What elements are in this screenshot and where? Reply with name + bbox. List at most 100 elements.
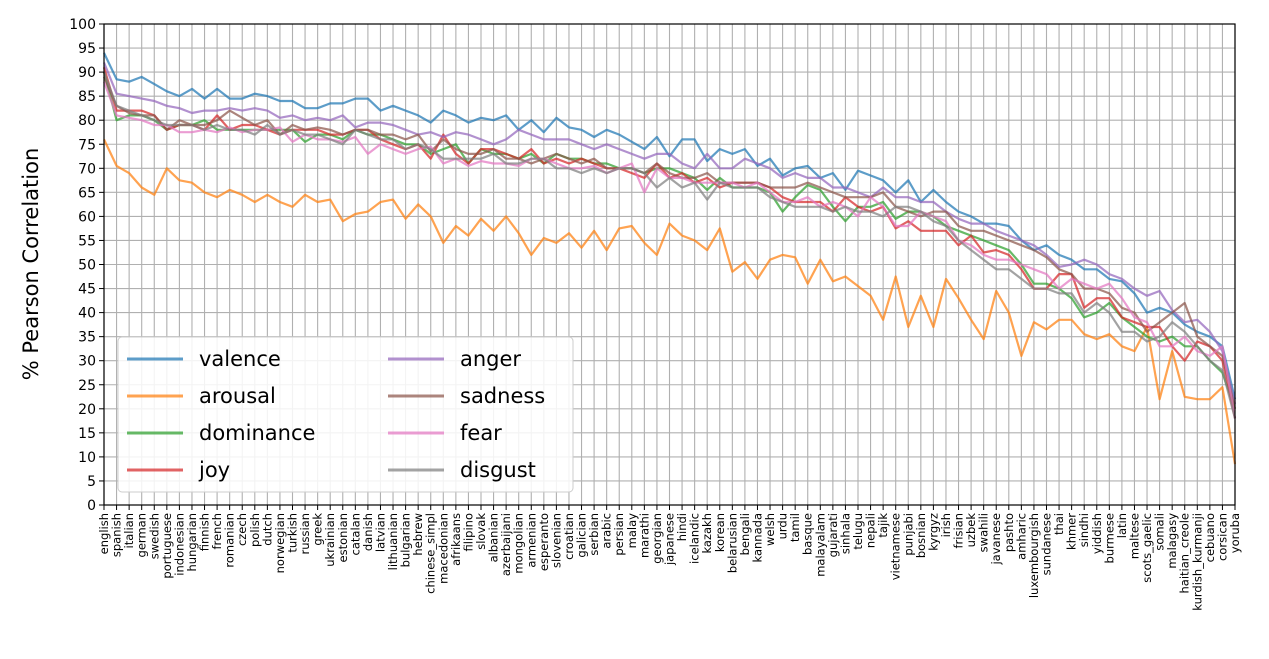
y-tick-label: 15 bbox=[78, 426, 96, 442]
x-tick-label: khmer bbox=[1065, 513, 1079, 550]
x-tick-label: javanese bbox=[989, 513, 1003, 566]
y-tick-label: 95 bbox=[78, 41, 96, 57]
x-tick-label: urdu bbox=[776, 513, 790, 539]
x-tick-label: serbian bbox=[587, 513, 601, 556]
x-tick-label: kannada bbox=[751, 513, 765, 562]
y-tick-label: 35 bbox=[78, 330, 96, 346]
x-tick-label: tamil bbox=[788, 513, 802, 542]
x-tick-label: english bbox=[97, 513, 111, 554]
y-tick-label: 40 bbox=[78, 306, 96, 322]
x-tick-label: greek bbox=[311, 513, 325, 546]
x-tick-label: malayalam bbox=[813, 513, 827, 577]
x-tick-label: malay bbox=[625, 513, 639, 548]
y-tick-label: 30 bbox=[78, 354, 96, 370]
legend-label-joy: joy bbox=[198, 458, 230, 482]
x-tick-label: latin bbox=[1115, 513, 1129, 538]
x-tick-label: kyrgyz bbox=[926, 513, 940, 551]
legend-label-fear: fear bbox=[460, 421, 502, 445]
series-line-arousal bbox=[103, 138, 1237, 465]
x-tick-label: french bbox=[210, 513, 224, 550]
x-tick-label: armenian bbox=[524, 513, 538, 568]
x-axis-ticks: englishspanishitaliangermanswedishportug… bbox=[97, 505, 1242, 611]
y-tick-label: 65 bbox=[78, 185, 96, 201]
x-tick-label: amharic bbox=[1014, 513, 1028, 560]
x-tick-label: pashto bbox=[1002, 513, 1016, 552]
x-tick-label: cebuano bbox=[1203, 513, 1217, 562]
legend-label-disgust: disgust bbox=[460, 458, 536, 482]
y-axis-ticks: 0 5 10 15 20 25 30 35 40 45 50 55 60 65 70 75 80 85 90 95 10… bbox=[69, 17, 104, 514]
x-tick-label: czech bbox=[235, 513, 249, 546]
x-tick-label: chinese_simpl bbox=[424, 513, 438, 594]
x-tick-label: catalan bbox=[348, 513, 362, 555]
y-tick-label: 25 bbox=[78, 378, 96, 394]
y-tick-label: 80 bbox=[78, 113, 96, 129]
x-tick-label: turkish bbox=[286, 513, 300, 553]
x-tick-label: yiddish bbox=[1090, 513, 1104, 554]
x-tick-label: telugu bbox=[851, 513, 865, 550]
x-tick-label: croatian bbox=[562, 513, 576, 560]
y-tick-label: 5 bbox=[87, 474, 96, 490]
y-tick-label: 70 bbox=[78, 161, 96, 177]
y-tick-label: 100 bbox=[69, 17, 96, 33]
x-tick-label: german bbox=[135, 513, 149, 557]
x-tick-label: marathi bbox=[637, 513, 651, 558]
x-tick-label: romanian bbox=[223, 513, 237, 568]
x-tick-label: somali bbox=[1153, 513, 1167, 551]
x-tick-label: burmese bbox=[1102, 513, 1116, 563]
x-tick-label: hindi bbox=[675, 513, 689, 541]
y-tick-label: 55 bbox=[78, 233, 96, 249]
x-tick-label: danish bbox=[361, 513, 375, 551]
x-tick-label: ukrainian bbox=[323, 513, 337, 567]
x-tick-label: scots_gaelic bbox=[1140, 513, 1154, 583]
x-tick-label: nepali bbox=[864, 513, 878, 548]
x-tick-label: punjabi bbox=[901, 513, 915, 556]
x-tick-label: georgian bbox=[650, 513, 664, 564]
x-tick-label: polish bbox=[248, 513, 262, 547]
x-tick-label: yoruba bbox=[1228, 513, 1242, 553]
legend: valence arousal dominance joy anger sadness fe… bbox=[117, 336, 574, 493]
legend-label-valence: valence bbox=[199, 347, 281, 371]
x-tick-label: hebrew bbox=[411, 513, 425, 556]
legend-label-anger: anger bbox=[460, 347, 521, 371]
x-tick-label: latvian bbox=[374, 513, 388, 552]
x-tick-label: galician bbox=[575, 513, 589, 558]
x-tick-label: welsh bbox=[763, 513, 777, 546]
x-tick-label: korean bbox=[713, 513, 727, 552]
x-tick-label: indonesian bbox=[172, 513, 186, 576]
y-axis-label: % Pearson Correlation bbox=[19, 148, 43, 381]
x-tick-label: hungarian bbox=[185, 513, 199, 571]
series-line-disgust bbox=[102, 71, 1237, 419]
x-tick-label: swedish bbox=[147, 513, 161, 559]
x-tick-label: persian bbox=[612, 513, 626, 556]
series-line-anger bbox=[102, 62, 1237, 405]
y-tick-label: 0 bbox=[87, 498, 96, 514]
x-tick-label: afrikaans bbox=[449, 513, 463, 566]
x-tick-label: macedonian bbox=[436, 513, 450, 584]
legend-box bbox=[117, 336, 574, 493]
x-tick-label: norwegian bbox=[273, 513, 287, 573]
x-tick-label: filipino bbox=[461, 513, 475, 551]
x-tick-label: lithuanian bbox=[386, 513, 400, 570]
x-tick-label: sundanese bbox=[1040, 513, 1054, 575]
x-tick-label: slovak bbox=[474, 513, 488, 550]
series-line-sadness bbox=[102, 76, 1237, 410]
x-tick-label: luxembourgish bbox=[1027, 513, 1041, 598]
x-tick-label: sindhi bbox=[1077, 513, 1091, 547]
x-tick-label: kazakh bbox=[700, 513, 714, 554]
x-tick-label: finnish bbox=[198, 513, 212, 551]
x-tick-label: spanish bbox=[110, 513, 124, 557]
y-tick-label: 85 bbox=[78, 89, 96, 105]
x-tick-label: belarusian bbox=[725, 513, 739, 573]
x-tick-label: corsican bbox=[1215, 513, 1229, 561]
x-tick-label: bengali bbox=[738, 513, 752, 555]
x-tick-label: estonian bbox=[336, 513, 350, 562]
x-tick-label: sinhala bbox=[838, 513, 852, 554]
x-tick-label: mongolian bbox=[512, 513, 526, 574]
x-tick-label: gujarati bbox=[826, 513, 840, 557]
x-tick-label: bosnian bbox=[914, 513, 928, 558]
x-tick-label: tajik bbox=[876, 513, 890, 538]
x-tick-label: bulgarian bbox=[399, 513, 413, 567]
y-tick-label: 10 bbox=[78, 450, 96, 466]
x-tick-label: malagasy bbox=[1165, 513, 1179, 569]
x-tick-label: maltese bbox=[1128, 513, 1142, 559]
